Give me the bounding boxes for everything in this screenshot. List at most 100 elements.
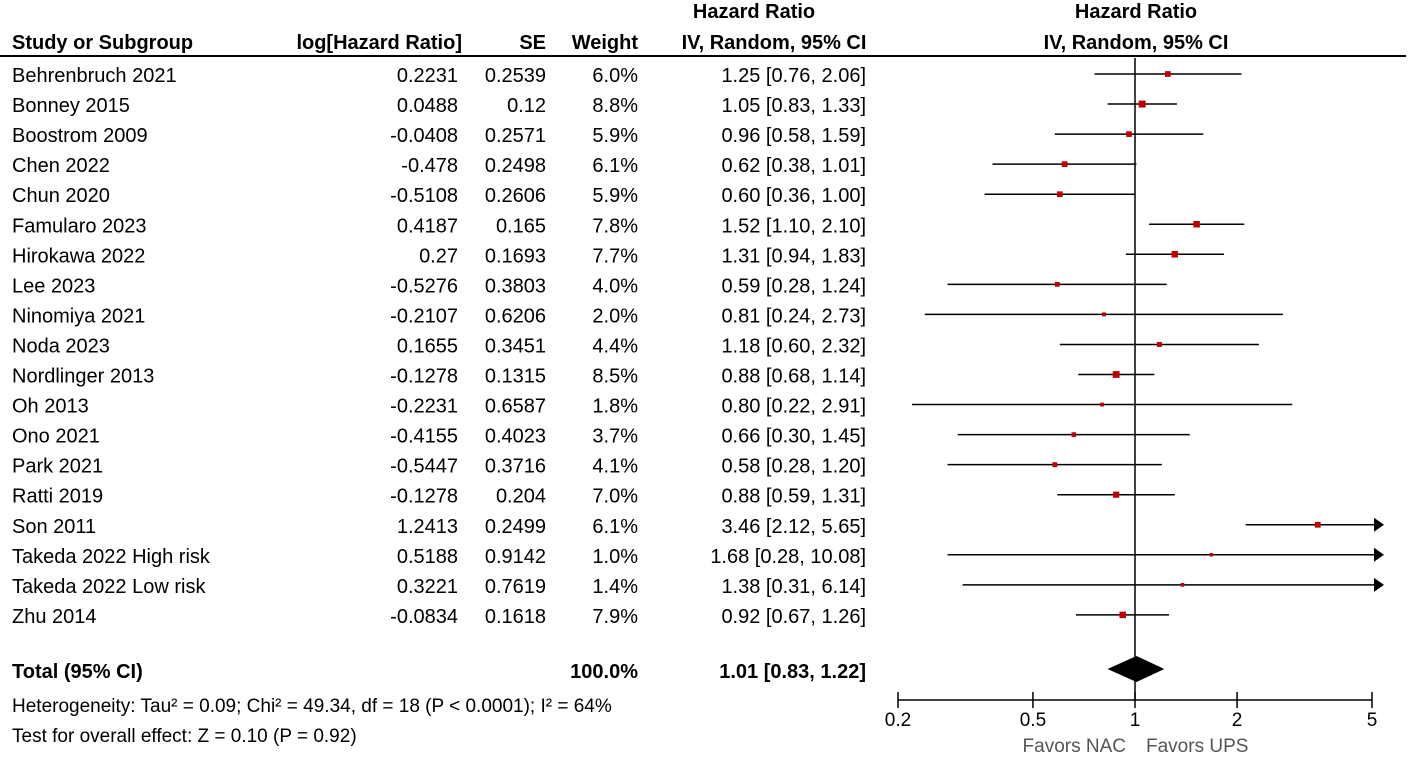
table-row: Ninomiya 2021 -0.2107 0.6206 2.0% 0.81 [0.24… <box>12 305 866 327</box>
x-axis: 0.2 0.5 1 2 5 <box>885 692 1378 731</box>
study-se: 0.3716 <box>485 456 546 478</box>
study-name: Bonney 2015 <box>12 95 130 117</box>
study-loghr: -0.2107 <box>390 305 458 327</box>
study-weight: 5.9% <box>592 125 638 147</box>
study-ci: 0.59 [0.28, 1.24] <box>721 275 866 297</box>
table-row: Bonney 2015 0.0488 0.12 8.8% 1.05 [0.83, 1.3… <box>12 95 866 117</box>
point-estimate-marker <box>1180 583 1185 587</box>
point-estimate-marker <box>1112 371 1120 378</box>
table-row: Takeda 2022 Low risk 0.3221 0.7619 1.4% 1.38… <box>12 576 866 598</box>
study-name: Zhu 2014 <box>12 606 97 628</box>
study-ci: 1.68 [0.28, 10.08] <box>710 546 866 568</box>
overall-effect-text: Test for overall effect: Z = 0.10 (P = 0… <box>12 726 357 747</box>
table-row: Hirokawa 2022 0.27 0.1693 7.7% 1.31 [0.94, 1… <box>12 245 866 267</box>
study-ci: 0.62 [0.38, 1.01] <box>721 155 866 177</box>
heterogeneity-text: Heterogeneity: Tau² = 0.09; Chi² = 49.34… <box>12 696 612 717</box>
study-ci: 0.88 [0.68, 1.14] <box>721 366 866 388</box>
study-weight: 6.1% <box>592 155 638 177</box>
study-weight: 2.0% <box>592 305 638 327</box>
study-loghr: -0.5276 <box>390 275 458 297</box>
study-se: 0.12 <box>507 95 546 117</box>
point-estimate-marker <box>1102 312 1106 317</box>
table-row: Ratti 2019 -0.1278 0.204 7.0% 0.88 [0.59, 1.… <box>12 486 866 508</box>
table-row: Son 2011 1.2413 0.2499 6.1% 3.46 [2.12, 5.65… <box>12 516 866 538</box>
study-loghr: -0.478 <box>401 155 458 177</box>
table-row: Lee 2023 -0.5276 0.3803 4.0% 0.59 [0.28, 1.2… <box>12 275 866 297</box>
point-estimate-marker <box>1052 462 1058 468</box>
point-estimate-marker <box>1165 71 1171 77</box>
study-loghr: 0.0488 <box>397 95 458 117</box>
point-estimate-marker <box>1209 553 1214 557</box>
study-weight: 7.9% <box>592 606 638 628</box>
study-ci: 0.81 [0.24, 2.73] <box>721 305 866 327</box>
header-plot-line1: Hazard Ratio <box>1075 1 1197 23</box>
favors-right-label: Favors UPS <box>1146 736 1248 757</box>
study-ci: 0.60 [0.36, 1.00] <box>721 185 866 207</box>
study-weight: 6.1% <box>592 516 638 538</box>
header-loghr: log[Hazard Ratio] <box>296 32 462 54</box>
study-se: 0.4023 <box>485 426 546 448</box>
pooled-diamond <box>1107 656 1165 682</box>
total-weight: 100.0% <box>570 661 638 683</box>
plot-marks <box>912 71 1384 619</box>
study-name: Hirokawa 2022 <box>12 245 145 267</box>
total-label: Total (95% CI) <box>12 661 143 683</box>
study-ci: 1.18 [0.60, 2.32] <box>721 335 866 357</box>
study-loghr: -0.1278 <box>390 486 458 508</box>
study-weight: 8.5% <box>592 366 638 388</box>
study-loghr: 0.27 <box>419 245 458 267</box>
axis-tick-label: 1 <box>1130 710 1141 731</box>
study-name: Son 2011 <box>12 516 96 538</box>
study-se: 0.2571 <box>485 125 546 147</box>
study-se: 0.1315 <box>485 366 546 388</box>
study-ci: 0.96 [0.58, 1.59] <box>721 125 866 147</box>
study-se: 0.9142 <box>485 546 546 568</box>
study-name: Nordlinger 2013 <box>12 366 154 388</box>
study-ci: 1.31 [0.94, 1.83] <box>721 245 866 267</box>
study-ci: 0.88 [0.59, 1.31] <box>721 486 866 508</box>
study-name: Oh 2013 <box>12 396 89 418</box>
study-weight: 1.4% <box>592 576 638 598</box>
ci-arrow <box>1374 517 1384 532</box>
table-row: Nordlinger 2013 -0.1278 0.1315 8.5% 0.88 [0.… <box>12 366 866 388</box>
point-estimate-marker <box>1056 191 1063 198</box>
study-loghr: -0.5447 <box>390 456 458 478</box>
point-estimate-marker <box>1071 432 1077 437</box>
study-loghr: 0.5188 <box>397 546 458 568</box>
study-se: 0.3451 <box>485 335 546 357</box>
point-estimate-marker <box>1138 100 1146 108</box>
study-weight: 8.8% <box>592 95 638 117</box>
study-name: Boostrom 2009 <box>12 125 148 147</box>
study-weight: 6.0% <box>592 65 638 87</box>
study-weight: 4.4% <box>592 335 638 357</box>
study-loghr: 0.3221 <box>397 576 458 598</box>
study-loghr: 1.2413 <box>397 516 458 538</box>
study-weight: 4.1% <box>592 456 638 478</box>
point-estimate-marker <box>1314 521 1321 528</box>
study-weight: 1.8% <box>592 396 638 418</box>
study-weight: 7.7% <box>592 245 638 267</box>
study-loghr: 0.1655 <box>397 335 458 357</box>
study-name: Lee 2023 <box>12 275 95 297</box>
study-loghr: -0.2231 <box>390 396 458 418</box>
study-name: Ninomiya 2021 <box>12 305 145 327</box>
point-estimate-marker <box>1126 131 1132 137</box>
point-estimate-marker <box>1100 402 1105 407</box>
table-row: Takeda 2022 High risk 0.5188 0.9142 1.0% 1.6… <box>12 546 866 568</box>
table-row: Zhu 2014 -0.0834 0.1618 7.9% 0.92 [0.67, 1.2… <box>12 606 866 628</box>
study-name: Park 2021 <box>12 456 103 478</box>
point-estimate-marker <box>1156 341 1162 347</box>
study-se: 0.165 <box>496 215 546 237</box>
axis-tick-label: 5 <box>1367 710 1378 731</box>
study-loghr: -0.5108 <box>390 185 458 207</box>
point-estimate-marker <box>1061 161 1068 168</box>
study-name: Chen 2022 <box>12 155 110 177</box>
study-weight: 7.0% <box>592 486 638 508</box>
study-ci: 0.66 [0.30, 1.45] <box>721 426 866 448</box>
point-estimate-marker <box>1054 281 1060 287</box>
study-loghr: 0.4187 <box>397 215 458 237</box>
header-se: SE <box>519 32 546 54</box>
point-estimate-marker <box>1193 220 1200 228</box>
point-estimate-marker <box>1113 491 1120 498</box>
study-se: 0.1693 <box>485 245 546 267</box>
